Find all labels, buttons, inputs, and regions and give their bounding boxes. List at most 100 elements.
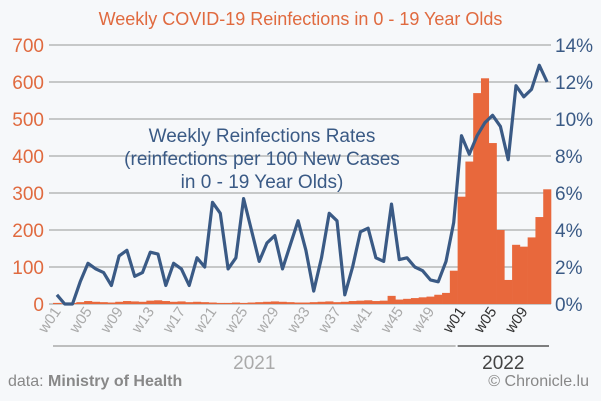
- bar: [76, 302, 85, 304]
- bar: [138, 301, 147, 304]
- data-source: data: Ministry of Health: [8, 373, 182, 391]
- x-tick-label: w49: [408, 304, 438, 337]
- bar: [403, 298, 412, 304]
- bar: [372, 301, 381, 304]
- bar: [387, 295, 396, 304]
- left-tick-label: 0: [33, 295, 44, 316]
- bar: [200, 302, 209, 304]
- year-label: 2022: [482, 353, 524, 374]
- bar: [247, 302, 256, 304]
- bar: [519, 246, 528, 304]
- bar: [161, 301, 171, 304]
- bar: [123, 301, 132, 304]
- bar: [177, 301, 186, 304]
- bar: [231, 302, 241, 304]
- left-tick-label: 500: [12, 110, 44, 131]
- bar: [442, 292, 451, 304]
- bar: [488, 143, 497, 304]
- source-name: Ministry of Health: [48, 373, 183, 390]
- x-tick-label: w41: [346, 304, 376, 337]
- right-tick-label: 4%: [555, 221, 583, 242]
- bar: [527, 237, 536, 304]
- right-tick-label: 14%: [555, 36, 593, 57]
- chart-title: Weekly COVID-19 Reinfections in 0 - 19 Y…: [98, 9, 503, 29]
- right-tick-label: 6%: [555, 184, 583, 205]
- x-tick-label: w29: [252, 304, 282, 337]
- x-tick-label: w13: [128, 304, 158, 337]
- bar: [410, 298, 420, 304]
- bar: [356, 300, 365, 304]
- bar: [216, 302, 225, 304]
- bar: [107, 302, 116, 304]
- bar: [395, 299, 404, 304]
- right-tick-label: 2%: [555, 258, 583, 279]
- bar: [154, 300, 163, 304]
- x-tick-label: w05: [470, 304, 500, 337]
- bar: [543, 189, 552, 304]
- x-tick-label: w33: [283, 304, 313, 337]
- bar: [333, 302, 342, 304]
- x-tick-label: w09: [501, 304, 531, 337]
- x-tick-label: w17: [159, 304, 189, 337]
- bar: [364, 300, 373, 304]
- bar: [146, 300, 155, 304]
- annotation-line: Weekly Reinfections Rates: [149, 126, 376, 147]
- x-tick-label: w45: [377, 304, 407, 337]
- x-tick-label: w01: [439, 304, 469, 337]
- bar: [255, 302, 264, 304]
- bar: [263, 301, 272, 304]
- left-tick-label: 200: [12, 221, 44, 242]
- bar: [457, 196, 466, 304]
- source-prefix: data:: [8, 373, 44, 390]
- bar: [270, 301, 279, 304]
- bar: [496, 230, 505, 304]
- left-tick-label: 100: [12, 258, 44, 279]
- bar: [53, 302, 62, 304]
- bar: [379, 300, 388, 304]
- bar: [185, 302, 194, 304]
- bar: [91, 301, 100, 304]
- x-tick-label: w05: [66, 304, 96, 337]
- bar: [99, 302, 108, 304]
- left-tick-label: 700: [12, 36, 44, 57]
- bar: [294, 302, 303, 304]
- bar: [465, 161, 474, 304]
- bar: [434, 294, 443, 304]
- bar: [418, 297, 427, 304]
- bar: [193, 301, 202, 304]
- bar: [130, 301, 139, 304]
- bar: [325, 301, 334, 304]
- x-tick-label: w25: [221, 304, 251, 337]
- annotation-line: in 0 - 19 Year Olds): [181, 172, 344, 193]
- bar: [317, 301, 326, 304]
- bar: [169, 301, 178, 304]
- annotation-line: (reinfections per 100 New Cases: [124, 149, 400, 170]
- left-tick-label: 600: [12, 73, 44, 94]
- bar: [512, 244, 521, 304]
- bar: [348, 301, 357, 304]
- bar: [302, 302, 311, 304]
- x-tick-label: w09: [97, 304, 127, 337]
- bar: [239, 302, 248, 304]
- year-label: 2021: [233, 353, 275, 374]
- bar: [340, 301, 349, 304]
- bar: [115, 301, 124, 304]
- left-tick-label: 300: [12, 184, 44, 205]
- bar: [208, 302, 217, 304]
- bar: [309, 302, 318, 304]
- rate-line: [55, 63, 549, 306]
- right-tick-label: 12%: [555, 73, 593, 94]
- bar: [224, 302, 233, 304]
- credit: © Chronicle.lu: [488, 373, 589, 390]
- bar: [449, 270, 458, 304]
- bar: [535, 217, 544, 304]
- left-tick-label: 400: [12, 147, 44, 168]
- right-tick-label: 10%: [555, 110, 593, 131]
- bar: [473, 93, 482, 304]
- x-tick-label: w37: [315, 304, 345, 337]
- bar: [426, 296, 435, 304]
- x-tick-label: w21: [190, 304, 220, 337]
- right-tick-label: 8%: [555, 147, 583, 168]
- bar: [504, 279, 513, 304]
